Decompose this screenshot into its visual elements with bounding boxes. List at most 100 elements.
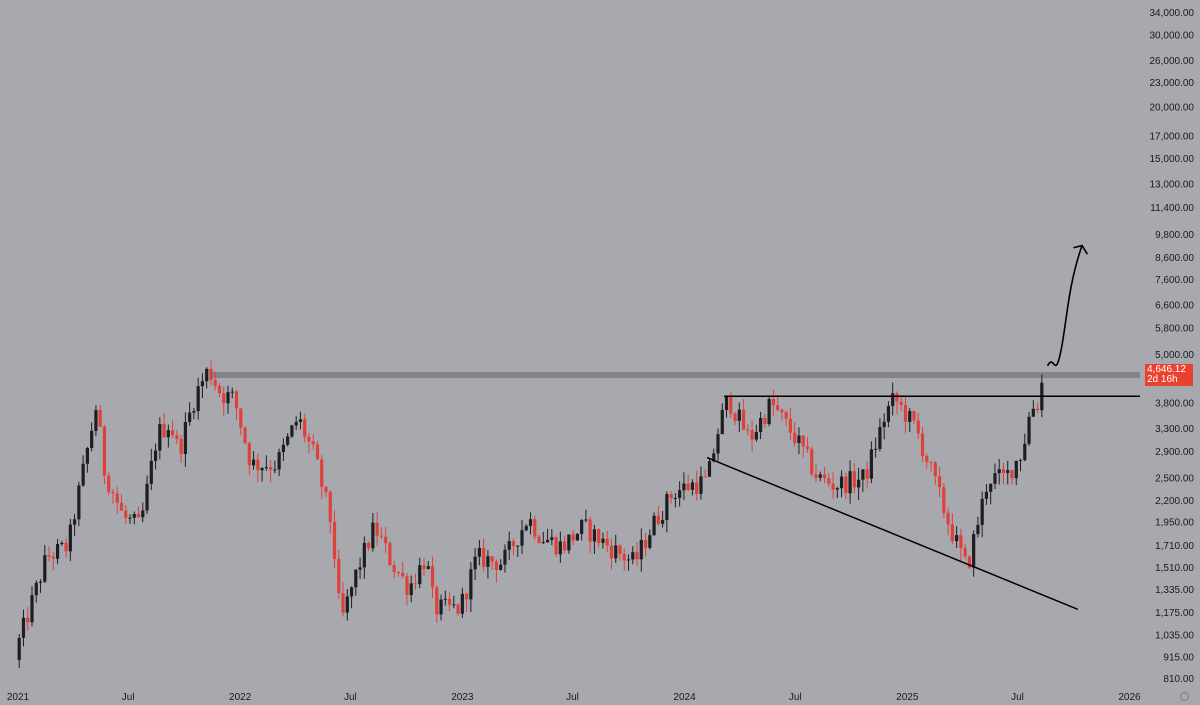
y-tick-label: 13,000.00 <box>1150 179 1195 190</box>
candle-body <box>73 519 77 525</box>
candle-body <box>277 452 281 470</box>
candle-body <box>857 479 861 488</box>
candle-body <box>912 411 916 421</box>
candle-body <box>55 544 60 559</box>
candle-body <box>149 460 153 484</box>
candle-body <box>584 519 588 521</box>
candle-body <box>328 492 332 522</box>
candle-body <box>916 420 920 434</box>
candle-body <box>869 449 873 479</box>
y-tick-label: 1,035.00 <box>1155 630 1194 641</box>
candle-body <box>712 453 716 462</box>
candle-body <box>192 411 196 413</box>
candle-body <box>239 408 243 428</box>
candle-body <box>396 572 401 574</box>
x-tick-label: 2026 <box>1118 692 1141 703</box>
candle-body <box>409 583 413 596</box>
candle-body <box>158 424 162 451</box>
candle-body <box>217 386 222 394</box>
candle-body <box>51 556 55 559</box>
candle-body <box>563 541 567 551</box>
candle-body <box>669 494 673 499</box>
y-tick-label: 1,710.00 <box>1155 541 1194 552</box>
candle-body <box>835 488 839 490</box>
y-tick-label: 5,000.00 <box>1155 350 1194 361</box>
candle-body <box>183 421 187 454</box>
last-price-label: 4,646.12 <box>1147 364 1186 375</box>
y-tick-label: 15,000.00 <box>1150 154 1195 165</box>
y-tick-label: 23,000.00 <box>1150 78 1195 89</box>
y-tick-label: 5,800.00 <box>1155 323 1194 334</box>
candle-body <box>622 554 626 561</box>
candle-body <box>1006 470 1010 473</box>
candle-body <box>989 483 993 492</box>
candle-body <box>98 410 102 427</box>
candle-body <box>94 410 98 431</box>
candle-body <box>707 461 712 477</box>
candle-body <box>980 498 984 525</box>
resistance-band <box>212 372 1140 379</box>
candle-body <box>179 438 183 454</box>
y-tick-label: 1,335.00 <box>1155 585 1194 596</box>
y-tick-label: 9,800.00 <box>1155 230 1194 241</box>
candle-body <box>929 461 933 463</box>
x-tick-label: Jul <box>122 692 135 703</box>
y-tick-label: 34,000.00 <box>1150 8 1195 19</box>
candle-body <box>695 482 699 494</box>
candle-body <box>303 419 307 437</box>
candle-body <box>554 537 558 555</box>
candle-body <box>805 446 810 449</box>
candle-body <box>882 421 886 428</box>
candle-body <box>673 497 677 499</box>
candle-body <box>639 540 643 560</box>
candle-body <box>618 545 622 555</box>
x-tick-label: 2021 <box>7 692 30 703</box>
candle-body <box>273 469 277 471</box>
candle-body <box>822 474 827 478</box>
candle-body <box>251 459 256 466</box>
candle-body <box>516 545 520 547</box>
candle-body <box>494 561 499 570</box>
candle-body <box>920 433 925 457</box>
candle-body <box>298 419 303 422</box>
candle-body <box>724 396 729 410</box>
candle-body <box>260 468 264 471</box>
candle-body <box>30 595 34 623</box>
candle-body <box>942 487 946 513</box>
candle-body <box>754 432 758 440</box>
candle-body <box>763 418 767 424</box>
candle-body <box>933 462 937 477</box>
candle-body <box>648 535 652 548</box>
candle-body <box>456 604 460 614</box>
candle-body <box>1001 469 1006 473</box>
candle-body <box>699 476 703 494</box>
candle-body <box>767 399 771 424</box>
y-tick-label: 17,000.00 <box>1150 132 1195 143</box>
candle-body <box>703 476 707 478</box>
candle-body <box>281 444 285 453</box>
candle-body <box>1027 416 1031 444</box>
candle-body <box>678 490 682 498</box>
candle-body <box>1035 408 1040 411</box>
candle-body <box>537 536 541 543</box>
candle-body <box>959 535 963 549</box>
candle-body <box>524 525 528 531</box>
candle-body <box>341 593 345 613</box>
x-tick-label: Jul <box>344 692 357 703</box>
candle-body <box>477 547 481 557</box>
projection-arrow <box>1047 244 1083 367</box>
candle-body <box>119 502 124 511</box>
candle-body <box>571 534 575 541</box>
candle-body <box>115 493 119 503</box>
candle-body <box>950 524 954 542</box>
settings-icon[interactable] <box>1180 692 1189 701</box>
candle-body <box>592 529 597 542</box>
candle-body <box>290 425 294 437</box>
candle-body <box>124 510 128 518</box>
candle-body <box>439 599 443 615</box>
candle-body <box>984 491 989 499</box>
candle-body <box>690 482 695 490</box>
candle-body <box>38 581 43 583</box>
